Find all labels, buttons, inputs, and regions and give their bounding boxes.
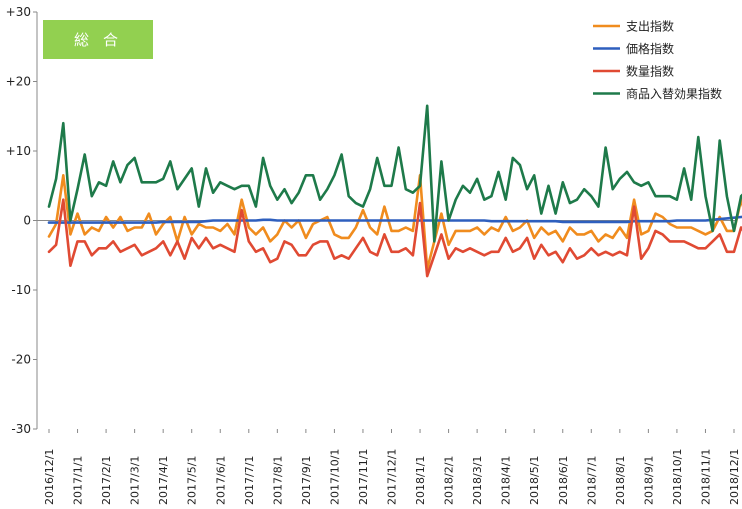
series-line <box>47 174 742 271</box>
x-tick-label: 2017/10/1 <box>328 449 341 505</box>
x-tick-label: 2017/7/1 <box>243 456 256 505</box>
x-tick-label: 2016/12/1 <box>43 449 56 505</box>
axes: +30 +20 +10 0 -10 -20 -30 2016/12/1 2017/1/1 2017… <box>6 5 741 505</box>
x-tick-label: 2017/11/1 <box>357 449 370 505</box>
x-tick-label: 2018/8/1 <box>614 456 627 505</box>
x-tick-label: 2017/1/1 <box>72 456 85 505</box>
category-badge: 総合 <box>43 20 153 59</box>
y-tick-label: +30 <box>6 5 31 19</box>
x-tick-label: 2017/8/1 <box>271 456 284 505</box>
series-line <box>47 198 742 278</box>
legend-label: 数量指数 <box>626 64 674 79</box>
y-tick-label: 0 <box>23 214 31 228</box>
legend-label: 商品入替効果指数 <box>626 86 722 101</box>
x-tick-label: 2017/4/1 <box>157 456 170 505</box>
x-tick-label: 2018/10/1 <box>671 449 684 505</box>
x-tick-label: 2018/12/1 <box>728 449 741 505</box>
y-tick-label: -30 <box>11 422 31 436</box>
x-tick-label: 2017/6/1 <box>214 456 227 505</box>
x-tick-label: 2017/5/1 <box>186 456 199 505</box>
x-tick-label: 2018/2/1 <box>443 456 456 505</box>
y-tick-label: +20 <box>6 75 31 89</box>
x-tick-label: 2018/11/1 <box>699 449 712 505</box>
legend-label: 価格指数 <box>626 41 674 56</box>
x-tick-label: 2018/7/1 <box>585 456 598 505</box>
series-layer <box>47 104 742 278</box>
x-tick-label: 2018/9/1 <box>642 456 655 505</box>
x-tick-label: 2017/2/1 <box>100 456 113 505</box>
x-tick-label: 2018/1/1 <box>414 456 427 505</box>
x-tick-label: 2017/9/1 <box>300 456 313 505</box>
y-tick-label: +10 <box>6 144 31 158</box>
y-tick-label: -10 <box>11 283 31 297</box>
x-tick-label: 2017/3/1 <box>129 456 142 505</box>
x-tick-label: 2018/4/1 <box>500 456 513 505</box>
x-tick-label: 2017/12/1 <box>386 449 399 505</box>
series-line <box>47 215 742 224</box>
x-tick-label: 2018/5/1 <box>528 456 541 505</box>
x-tick-label: 2018/6/1 <box>557 456 570 505</box>
series-line <box>47 104 742 243</box>
legend-label: 支出指数 <box>626 19 674 34</box>
x-tick-label: 2018/3/1 <box>471 456 484 505</box>
y-tick-label: -20 <box>11 353 31 367</box>
